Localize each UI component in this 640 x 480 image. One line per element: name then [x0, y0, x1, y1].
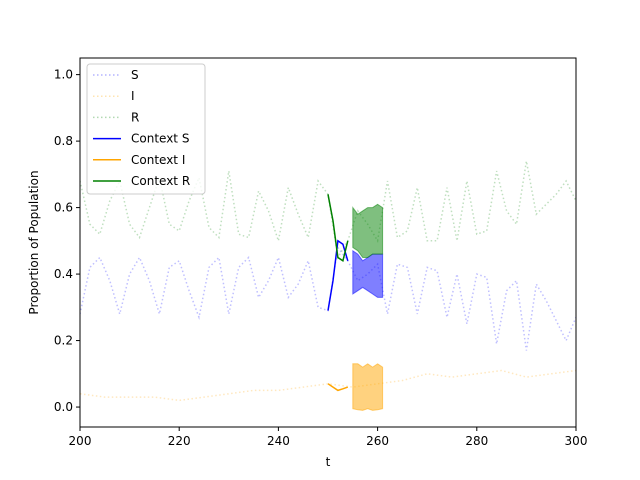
legend-label-i: I [131, 89, 135, 103]
series-line-i [80, 369, 576, 402]
legend-label-context-r: Context R [131, 174, 190, 188]
y-tick-label: 0.4 [54, 267, 73, 281]
x-axis-label: t [326, 455, 331, 469]
plot-area [80, 160, 576, 411]
legend-label-context-s: Context S [131, 132, 189, 146]
y-axis-label: Proportion of Population [27, 170, 41, 314]
legend-label-context-i: Context I [131, 153, 185, 167]
uncertainty-i-band [352, 363, 384, 411]
legend: SIR Context S Context I Context R [86, 63, 206, 195]
legend-label-r: R [131, 110, 139, 124]
legend-box [86, 63, 206, 195]
axes-frame [79, 57, 577, 428]
series-line-context-s [327, 239, 349, 311]
y-tick-label: 0.6 [54, 201, 73, 215]
y-tick-label: 0.8 [54, 134, 73, 148]
x-tick-label: 200 [69, 434, 92, 448]
series-line-context-i [327, 383, 349, 392]
y-tick-label: 0.2 [54, 334, 73, 348]
x-tick-label: 240 [267, 434, 290, 448]
x-tick-label: 260 [366, 434, 389, 448]
legend-label-s: S [131, 68, 139, 82]
y-tick-label: 0.0 [54, 400, 73, 414]
y-tick-label: 1.0 [54, 68, 73, 82]
series-line-s [80, 245, 576, 351]
series-line-context-r [327, 194, 349, 263]
uncertainty-s-band [352, 249, 384, 298]
uncertainty-r-band [352, 203, 384, 258]
x-tick-label: 300 [565, 434, 588, 448]
axes: 200 220 240 260 280 300 0.0 0.2 0.4 0.6 0.8 1.0 [54, 57, 588, 448]
x-tick-label: 220 [168, 434, 191, 448]
x-tick-label: 280 [465, 434, 488, 448]
